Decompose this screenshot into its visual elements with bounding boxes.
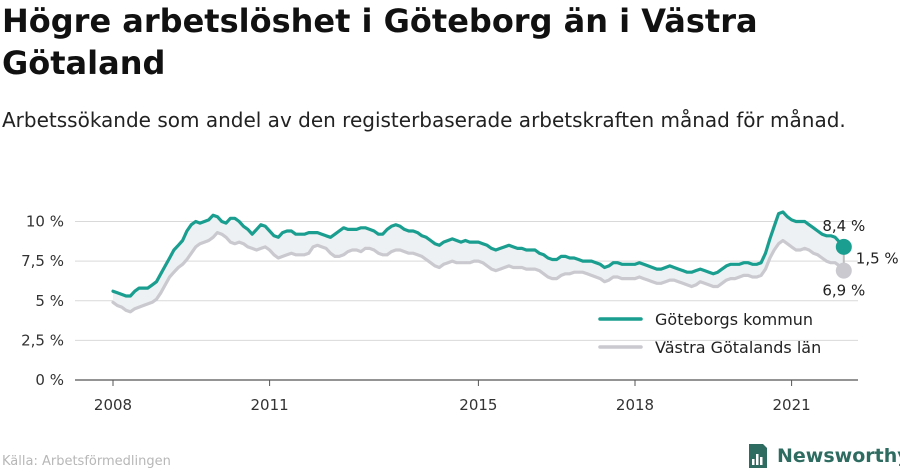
y-tick-label: 7,5 % xyxy=(21,252,64,270)
end-label-vastra-gotaland: 6,9 % xyxy=(822,282,865,300)
difference-band xyxy=(113,212,844,312)
x-tick-label: 2008 xyxy=(94,396,132,414)
y-axis-ticks: 0 % 2,5 % 5 % 7,5 % 10 % xyxy=(21,213,64,390)
line-chart: 0 % 2,5 % 5 % 7,5 % 10 % 2008 2011 2015 2018 202… xyxy=(21,210,899,414)
x-tick-label: 2018 xyxy=(616,396,654,414)
source-note: Källa: Arbetsförmedlingen xyxy=(2,454,171,469)
y-tick-label: 10 % xyxy=(26,213,64,231)
legend-label: Västra Götalands län xyxy=(655,338,821,357)
series-lines xyxy=(111,210,846,314)
x-axis-ticks: 2008 2011 2015 2018 2021 xyxy=(94,380,811,414)
series-line-vastra-gotaland xyxy=(111,231,846,314)
chart-subtitle: Arbetssökande som andel av den registerb… xyxy=(2,108,846,132)
end-point-goteborg xyxy=(835,238,852,255)
legend: Göteborgs kommun Västra Götalands län xyxy=(598,310,821,357)
x-tick-label: 2021 xyxy=(773,396,811,414)
y-tick-label: 0 % xyxy=(35,371,64,389)
end-label-goteborg: 8,4 % xyxy=(822,217,865,235)
y-tick-label: 5 % xyxy=(35,292,64,310)
end-markers: 8,4 % 6,9 % 1,5 % xyxy=(822,217,898,300)
newsworthy-logo-icon xyxy=(749,444,767,468)
end-point-vastra-gotaland xyxy=(835,262,852,279)
brand-name: Newsworthy xyxy=(777,445,900,467)
x-tick-label: 2015 xyxy=(459,396,497,414)
chart-title: Högre arbetslöshet i Göteborg än i Västr… xyxy=(2,2,758,82)
difference-label: 1,5 % xyxy=(856,250,899,268)
legend-label: Göteborgs kommun xyxy=(655,310,813,329)
series-line-goteborg xyxy=(111,210,846,298)
y-tick-label: 2,5 % xyxy=(21,331,64,349)
x-tick-label: 2011 xyxy=(251,396,289,414)
brand: Newsworthy xyxy=(746,440,900,472)
